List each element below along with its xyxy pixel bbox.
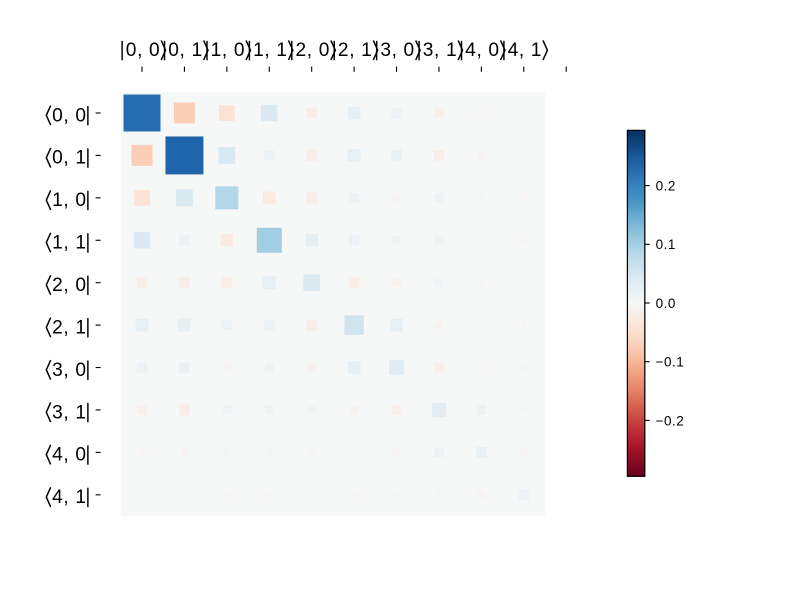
svg-text:0.0: 0.0 <box>656 296 676 311</box>
svg-text:3, 1: 3, 1 <box>52 402 87 423</box>
svg-text:0.1: 0.1 <box>656 237 676 252</box>
svg-text:1, 1: 1, 1 <box>253 40 288 61</box>
svg-text:3, 1: 3, 1 <box>423 40 458 61</box>
svg-text:−0.1: −0.1 <box>656 355 685 370</box>
svg-text:1, 1: 1, 1 <box>52 233 87 254</box>
svg-text:2, 1: 2, 1 <box>338 40 373 61</box>
svg-text:−0.2: −0.2 <box>656 413 685 428</box>
svg-text:0, 0: 0, 0 <box>52 105 87 126</box>
svg-text:0.2: 0.2 <box>656 179 676 194</box>
svg-text:3, 0: 3, 0 <box>380 40 415 61</box>
svg-text:4, 0: 4, 0 <box>52 445 87 466</box>
svg-text:0, 0: 0, 0 <box>126 40 161 61</box>
svg-text:0, 1: 0, 1 <box>52 148 87 169</box>
svg-text:1, 0: 1, 0 <box>52 190 87 211</box>
svg-text:4, 1: 4, 1 <box>52 487 87 508</box>
svg-text:2, 1: 2, 1 <box>52 317 87 338</box>
svg-text:2, 0: 2, 0 <box>52 275 87 296</box>
svg-text:4, 1: 4, 1 <box>508 40 543 61</box>
svg-text:1, 0: 1, 0 <box>211 40 246 61</box>
svg-text:2, 0: 2, 0 <box>295 40 330 61</box>
svg-text:3, 0: 3, 0 <box>52 360 87 381</box>
svg-text:0, 1: 0, 1 <box>168 40 203 61</box>
svg-text:4, 0: 4, 0 <box>465 40 500 61</box>
